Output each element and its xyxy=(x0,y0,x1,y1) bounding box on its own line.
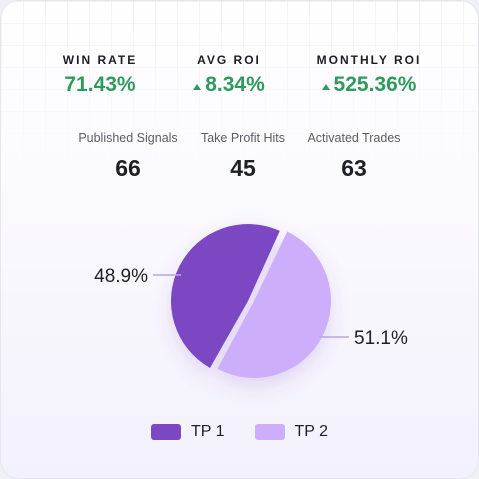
kpi-avg-roi: AVG ROI 8.34% xyxy=(154,53,304,97)
stat-label: Published Signals xyxy=(78,131,178,145)
legend-label: TP 2 xyxy=(294,423,329,440)
kpi-label: WIN RATE xyxy=(62,53,138,67)
legend-label: TP 1 xyxy=(191,423,225,440)
kpi-win-rate: WIN RATE 71.43% xyxy=(25,53,175,97)
grid-background xyxy=(1,1,478,171)
kpi-value-row: 8.34% xyxy=(154,73,304,97)
trend-up-icon xyxy=(193,84,202,90)
chart-legend: TP 1 TP 2 xyxy=(1,423,478,441)
stat-value: 66 xyxy=(115,155,141,181)
pie-chart: 48.9% 51.1% xyxy=(94,223,408,379)
kpi-value-row: 525.36% xyxy=(294,73,444,97)
trend-up-icon xyxy=(321,84,330,90)
stat-published-signals: Published Signals 66 xyxy=(63,131,193,182)
pie-data-label: 48.9% xyxy=(94,266,148,287)
legend-swatch xyxy=(151,424,181,440)
stat-label: Take Profit Hits xyxy=(200,131,286,145)
stat-take-profit-hits: Take Profit Hits 45 xyxy=(178,131,308,182)
stat-activated-trades: Activated Trades 63 xyxy=(289,131,419,182)
legend-swatch xyxy=(254,424,285,440)
stat-value: 45 xyxy=(230,155,256,181)
stat-label: Activated Trades xyxy=(307,131,401,145)
legend-item-tp2[interactable]: TP 2 xyxy=(254,423,329,441)
pie-slice-tp-1[interactable] xyxy=(170,223,280,368)
kpi-value-row: 71.43% xyxy=(25,73,175,97)
stat-value: 63 xyxy=(341,155,367,181)
kpi-label: AVG ROI xyxy=(197,53,261,67)
kpi-value: 71.43% xyxy=(64,73,136,96)
kpi-value: 8.34% xyxy=(205,73,265,96)
legend-item-tp1[interactable]: TP 1 xyxy=(151,423,225,441)
kpi-value: 525.36% xyxy=(333,73,417,96)
pie-slice-tp-2[interactable] xyxy=(217,231,332,379)
pie-data-label: 51.1% xyxy=(354,328,408,349)
kpi-monthly-roi: MONTHLY ROI 525.36% xyxy=(294,53,444,97)
kpi-label: MONTHLY ROI xyxy=(316,53,422,67)
